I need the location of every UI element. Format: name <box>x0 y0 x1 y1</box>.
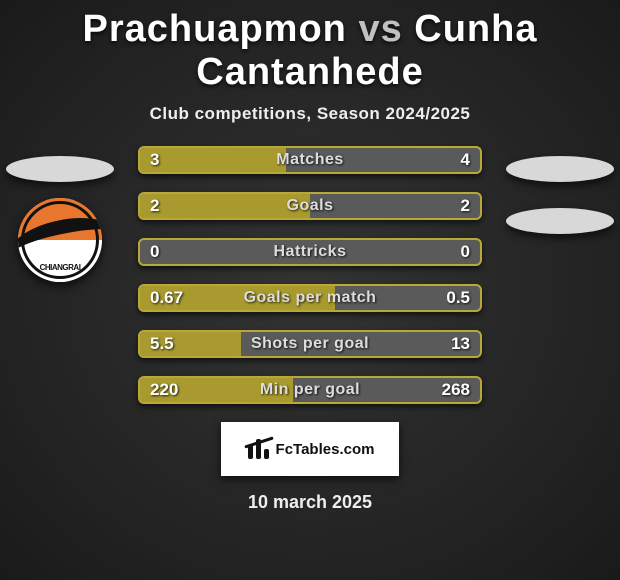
stat-value-right: 0.5 <box>446 286 470 310</box>
stat-value-right: 4 <box>461 148 470 172</box>
stat-label: Goals <box>140 194 480 218</box>
decor-ellipse-right-1 <box>506 156 614 182</box>
comparison-stage: CHIANGRAI Matches3 4 Goals2 2 Hattricks0 0 Goa… <box>0 146 620 513</box>
stat-row: Matches3 4 <box>138 146 482 174</box>
stat-value-left: 0.67 <box>150 286 183 310</box>
stat-row: Hattricks0 0 <box>138 238 482 266</box>
player1-name: Prachuapmon <box>82 8 346 50</box>
subtitle: Club competitions, Season 2024/2025 <box>0 104 620 124</box>
stat-row: Goals2 2 <box>138 192 482 220</box>
stat-label: Hattricks <box>140 240 480 264</box>
date-label: 10 march 2025 <box>0 492 620 513</box>
stat-row: Min per goal220 268 <box>138 376 482 404</box>
stat-row: Goals per match0.67 0.5 <box>138 284 482 312</box>
stat-label: Goals per match <box>140 286 480 310</box>
stat-value-left: 5.5 <box>150 332 174 356</box>
decor-ellipse-right-2 <box>506 208 614 234</box>
stat-row: Shots per goal5.5 13 <box>138 330 482 358</box>
stat-value-right: 268 <box>442 378 470 402</box>
stat-label: Shots per goal <box>140 332 480 356</box>
attribution-badge: FcTables.com <box>221 422 399 476</box>
stat-bars: Matches3 4 Goals2 2 Hattricks0 0 Goals per mat… <box>138 146 482 404</box>
page-title: Prachuapmon vs Cunha Cantanhede <box>0 0 620 94</box>
vs-label: vs <box>358 8 402 50</box>
stat-value-left: 0 <box>150 240 159 264</box>
club-badge: CHIANGRAI <box>18 198 102 282</box>
decor-ellipse-left <box>6 156 114 182</box>
stat-label: Matches <box>140 148 480 172</box>
stat-value-left: 3 <box>150 148 159 172</box>
fctables-logo-icon <box>246 437 270 461</box>
stat-value-left: 2 <box>150 194 159 218</box>
stat-value-right: 2 <box>461 194 470 218</box>
attribution-text: FcTables.com <box>276 441 375 458</box>
stat-value-left: 220 <box>150 378 178 402</box>
club-badge-text: CHIANGRAI <box>18 263 102 272</box>
stat-value-right: 13 <box>451 332 470 356</box>
stat-value-right: 0 <box>461 240 470 264</box>
stat-label: Min per goal <box>140 378 480 402</box>
